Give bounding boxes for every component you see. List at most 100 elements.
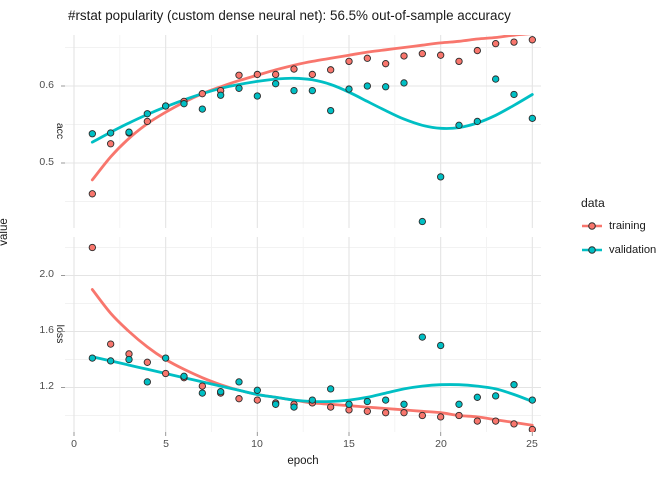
legend-key-validation-icon — [582, 246, 602, 254]
legend-item-validation: validation — [581, 243, 656, 257]
y-tick-label: 1.2 — [39, 380, 54, 392]
smooth-line-training — [90, 288, 534, 427]
data-point-validation — [180, 100, 188, 108]
data-point-validation — [125, 128, 133, 136]
data-point-training — [308, 70, 316, 79]
legend-label-validation: validation — [609, 244, 657, 256]
data-point-training — [363, 54, 371, 62]
data-point-training — [198, 382, 206, 390]
data-point-validation — [345, 400, 353, 408]
data-point-training — [437, 413, 445, 421]
x-axis-title: epoch — [287, 455, 319, 467]
data-point-training — [198, 90, 206, 98]
data-point-training — [162, 369, 170, 378]
data-point-validation — [437, 173, 445, 181]
y-tick-label: 1.6 — [39, 324, 54, 336]
data-point-training — [345, 57, 353, 66]
data-point-validation — [327, 106, 335, 115]
data-point-validation — [272, 400, 280, 408]
data-point-validation — [217, 91, 225, 99]
data-point-training — [528, 36, 536, 44]
data-point-validation — [363, 82, 371, 90]
x-tick-label: 0 — [71, 438, 77, 450]
x-tick-label: 20 — [435, 438, 447, 450]
data-point-training — [418, 50, 426, 58]
data-point-training — [492, 40, 500, 48]
data-point-training — [143, 117, 151, 126]
data-point-training — [272, 70, 280, 79]
data-point-validation — [107, 129, 115, 137]
data-point-training — [528, 425, 536, 432]
data-point-validation — [217, 388, 225, 396]
data-point-validation — [290, 403, 298, 411]
data-point-validation — [473, 117, 481, 126]
legend-key-training-icon — [582, 222, 602, 230]
data-point-training — [327, 66, 335, 74]
data-point-training — [363, 407, 371, 415]
y-tick-label: 0.6 — [39, 79, 54, 91]
data-point-validation — [235, 84, 243, 92]
data-point-validation — [510, 381, 518, 389]
panel-acc — [65, 35, 541, 228]
x-tick-label: 15 — [343, 438, 355, 450]
legend-label-training: training — [609, 220, 646, 232]
data-point-validation — [253, 92, 261, 100]
data-point-training — [253, 396, 261, 404]
smooth-line-validation — [90, 76, 534, 144]
data-point-validation — [492, 75, 500, 83]
data-point-training — [235, 395, 243, 403]
data-point-training — [125, 129, 133, 137]
data-point-validation — [382, 83, 390, 91]
data-point-training — [308, 399, 316, 407]
data-point-training — [290, 65, 298, 73]
legend-item-training: training — [581, 219, 656, 233]
data-point-training — [455, 411, 463, 420]
data-point-training — [510, 38, 518, 46]
data-point-training — [180, 374, 188, 382]
chart-title: #rstat popularity (custom dense neural n… — [68, 8, 511, 23]
data-point-validation — [473, 393, 481, 401]
legend-title: data — [581, 196, 605, 210]
legend: data training validation — [581, 196, 656, 267]
data-point-validation — [143, 378, 151, 386]
data-point-validation — [418, 333, 426, 341]
data-point-validation — [455, 121, 463, 129]
data-point-validation — [88, 354, 96, 362]
x-tick-label: 5 — [163, 438, 169, 450]
y-axis-title: value — [0, 218, 10, 246]
panel-loss — [65, 237, 541, 432]
data-point-validation — [198, 389, 206, 397]
data-point-validation — [162, 102, 170, 110]
data-point-training — [272, 399, 280, 407]
data-point-validation — [400, 400, 408, 408]
data-point-validation — [418, 217, 426, 226]
data-point-validation — [363, 397, 371, 406]
data-point-training — [473, 46, 481, 55]
data-point-validation — [308, 86, 316, 95]
data-point-training — [382, 60, 390, 68]
data-point-validation — [528, 396, 536, 404]
data-point-validation — [235, 378, 243, 386]
data-point-training — [290, 400, 298, 408]
data-point-training — [235, 71, 243, 79]
data-point-training — [492, 417, 500, 425]
data-point-training — [88, 243, 96, 252]
data-point-validation — [143, 110, 151, 118]
data-point-training — [510, 420, 518, 428]
data-point-validation — [345, 85, 353, 93]
data-point-training — [400, 52, 408, 60]
data-point-training — [345, 406, 353, 414]
smooth-line-validation — [90, 355, 534, 404]
data-point-validation — [308, 396, 316, 404]
data-point-training — [217, 389, 225, 397]
data-point-training — [125, 350, 133, 358]
smooth-line-training — [90, 35, 533, 182]
data-point-validation — [125, 355, 133, 364]
data-point-training — [162, 102, 170, 110]
data-point-training — [418, 411, 426, 420]
data-point-validation — [253, 386, 261, 394]
data-point-training — [473, 417, 481, 425]
data-point-training — [143, 358, 151, 366]
